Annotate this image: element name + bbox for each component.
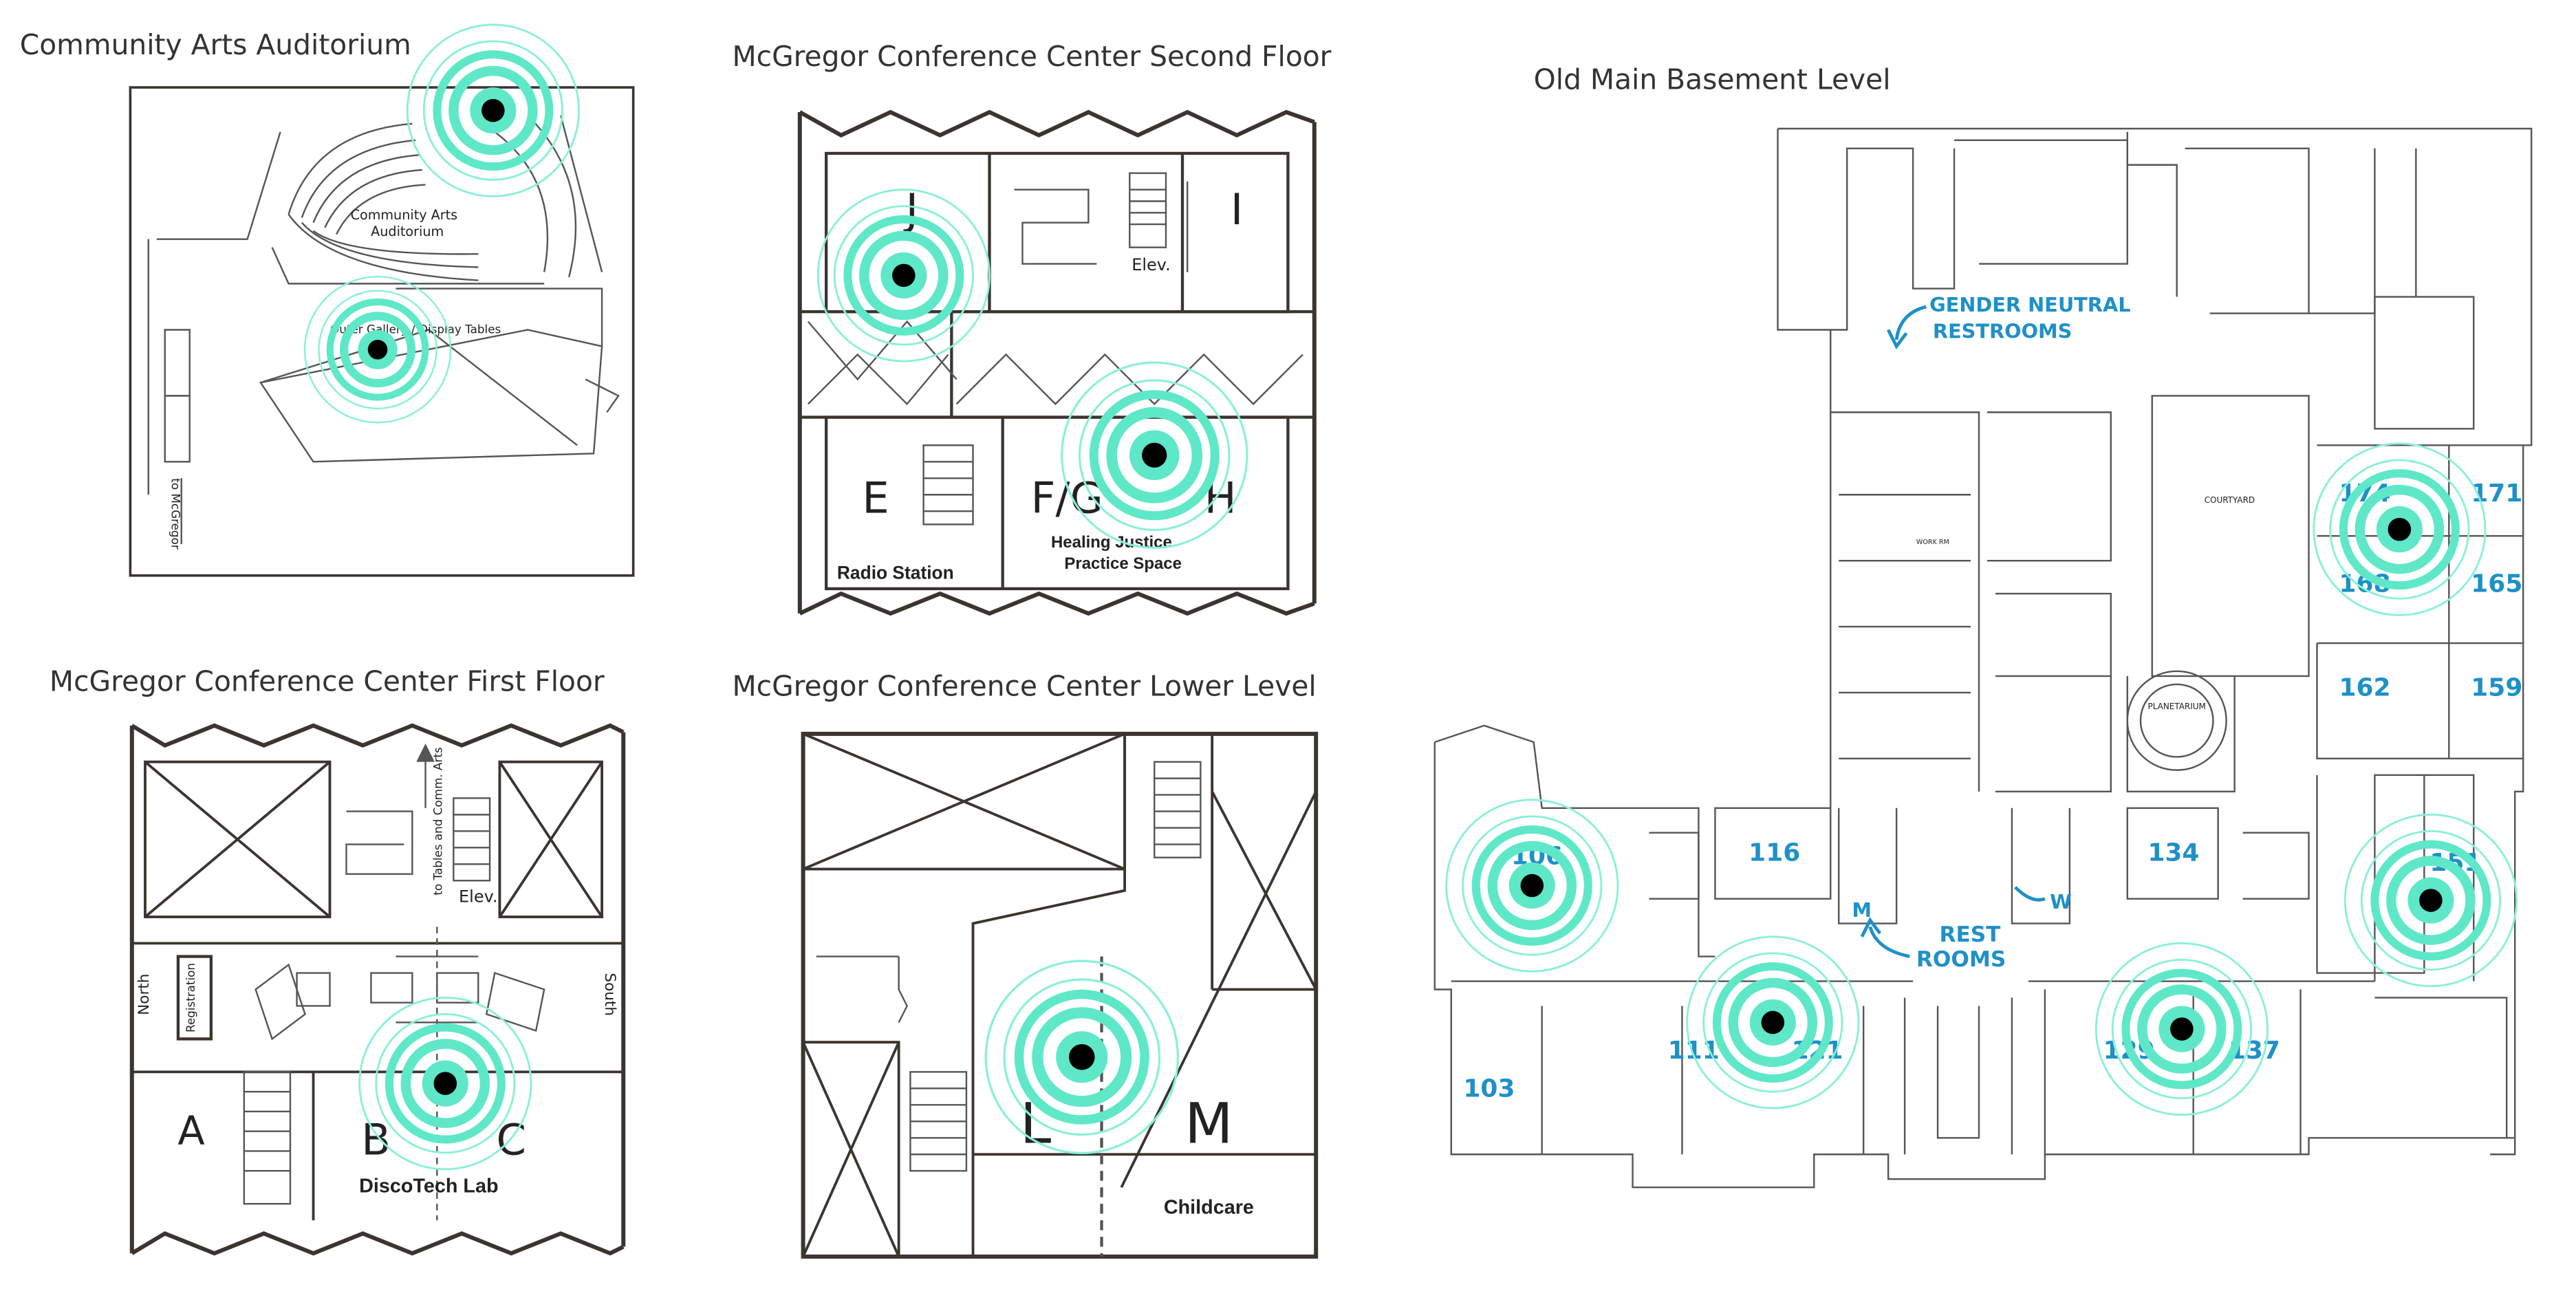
courtyard-label: COURTYARD	[2205, 495, 2255, 505]
south-label: South	[601, 973, 618, 1016]
to-tables-label: to Tables and Comm. Arts	[431, 747, 445, 895]
auditorium-map: Community Arts Auditorium Outer Gallery …	[129, 25, 635, 577]
arrow-icon	[1886, 329, 1908, 350]
room-162-label: 162	[2339, 674, 2390, 702]
to-mcgregor-label: to McGregor	[169, 478, 182, 550]
first-floor-title: McGregor Conference Center First Floor	[49, 666, 605, 700]
location-marker-icon	[407, 25, 578, 196]
auditorium-center-label-2: Auditorium	[371, 224, 444, 239]
room-159-label: 159	[2471, 674, 2522, 702]
room-j-label: J	[903, 184, 918, 235]
radio-station-label: Radio Station	[837, 563, 954, 583]
gender-neutral-label-2: RESTROOMS	[1933, 319, 2072, 343]
first-floor-elev-label: Elev.	[459, 887, 498, 906]
arrow-icon	[1894, 305, 1927, 340]
childcare-label: Childcare	[1164, 1197, 1254, 1219]
location-marker-icon	[2345, 814, 2516, 986]
lower-level-title: McGregor Conference Center Lower Level	[732, 671, 1317, 704]
second-floor-map: J I E F/G H Elev. Radio Station Healing …	[797, 109, 1317, 616]
location-marker-icon	[1062, 362, 1247, 548]
discotech-lab-label: DiscoTech Lab	[359, 1175, 498, 1197]
rest-label-2: ROOMS	[1916, 947, 2006, 972]
second-floor-elev-label: Elev.	[1132, 255, 1171, 274]
registration-box	[176, 955, 213, 1041]
registration-label: Registration	[184, 963, 197, 1032]
room-171-label: 171	[2471, 479, 2522, 508]
location-marker-icon	[1447, 800, 1618, 971]
old-main-map: PLANETARIUM COURTYARD WORK RM GENDER NEU…	[1433, 127, 2533, 1189]
location-marker-icon	[2314, 444, 2485, 615]
arrow-icon	[2014, 886, 2046, 902]
room-m-label: M	[1184, 1091, 1233, 1156]
healing-label-2: Practice Space	[1064, 554, 1182, 573]
room-a-label: A	[177, 1108, 204, 1154]
room-116-label: 116	[1749, 838, 1800, 867]
room-103-label: 103	[1463, 1074, 1515, 1103]
work-rm-label: WORK RM	[1916, 539, 1949, 546]
room-e-label: E	[862, 473, 889, 523]
location-marker-icon	[2096, 943, 2267, 1114]
planetarium-label: PLANETARIUM	[2148, 702, 2206, 711]
second-floor-title: McGregor Conference Center Second Floor	[732, 41, 1332, 74]
auditorium-center-label-1: Community Arts	[351, 207, 458, 223]
mens-room-label: M	[1852, 898, 1872, 922]
location-marker-icon	[986, 961, 1178, 1153]
auditorium-title: Community Arts Auditorium	[19, 30, 411, 63]
old-main-title: Old Main Basement Level	[1533, 64, 1891, 98]
location-marker-icon	[1687, 937, 1859, 1108]
first-floor-map: Registration North South to Tables and C…	[129, 723, 626, 1256]
room-165-label: 165	[2471, 570, 2522, 598]
north-label: North	[136, 974, 153, 1015]
gender-neutral-label-1: GENDER NEUTRAL	[1929, 293, 2130, 316]
arrow-icon	[1860, 917, 1882, 938]
location-marker-icon	[305, 277, 451, 422]
lower-level-map: L M Childcare	[801, 731, 1319, 1259]
rest-label-1: REST	[1939, 922, 2001, 947]
room-134-label: 134	[2147, 838, 2199, 867]
room-111-label: 111	[1668, 1037, 1720, 1065]
room-i-label: I	[1231, 184, 1243, 235]
location-marker-icon	[360, 997, 531, 1169]
arrow-icon	[1868, 926, 1910, 958]
womens-room-label: W	[2050, 890, 2072, 913]
room-fg-label: F/G	[1031, 473, 1103, 523]
healing-label-1: Healing Justice	[1051, 533, 1172, 552]
room-b-label: B	[361, 1114, 391, 1164]
location-marker-icon	[818, 190, 989, 361]
